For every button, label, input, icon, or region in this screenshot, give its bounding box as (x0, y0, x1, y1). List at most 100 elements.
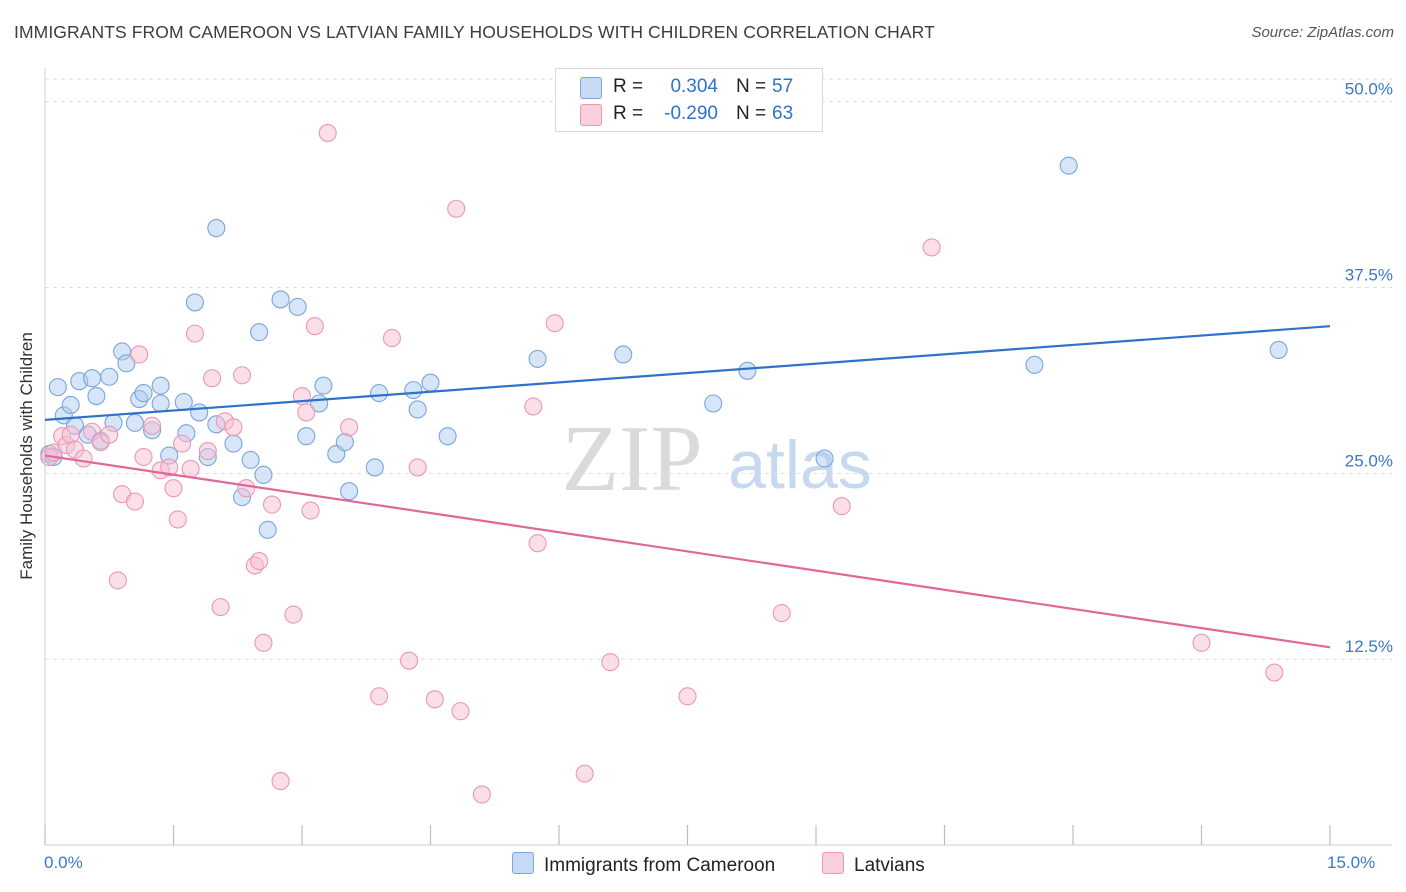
pink-point (472, 785, 491, 804)
pink-swatch (580, 104, 602, 126)
blue-point (207, 219, 226, 238)
y-tick-labels: 12.5% 25.0% 37.5% 50.0% (1345, 80, 1393, 656)
source-label: Source: ZipAtlas.com (1251, 24, 1394, 41)
pink-point (250, 552, 269, 571)
blue-point (190, 403, 209, 422)
legend-item-cameroon: Immigrants from Cameroon (512, 852, 775, 877)
pink-point (232, 366, 252, 385)
pink-point (61, 425, 80, 444)
blue-point (704, 394, 723, 413)
pink-point (545, 314, 564, 333)
watermark-atlas: atlas (728, 427, 872, 503)
n-label: N = (736, 76, 767, 97)
pink-point (451, 702, 470, 721)
trend-lines (44, 325, 1331, 649)
pink-point (271, 772, 290, 791)
pink-point (400, 651, 419, 670)
blue-point (815, 449, 834, 468)
pink-point (224, 418, 243, 437)
pink-point (340, 418, 359, 437)
pink-point (1192, 633, 1211, 652)
pink-point (370, 687, 389, 706)
blue-swatch (580, 77, 602, 99)
pink-point (408, 458, 427, 477)
pink-point (198, 442, 217, 461)
y-tick-label: 37.5% (1345, 266, 1393, 285)
legend-item-latvians: Latvians (822, 852, 925, 877)
pink-point (125, 492, 144, 511)
pink-point (305, 317, 324, 336)
watermark-zip: ZIP (562, 407, 703, 511)
blue-point (185, 293, 204, 312)
blue-point (87, 387, 106, 406)
pink-point (262, 495, 282, 514)
blue-point (288, 297, 307, 316)
blue-point (1025, 355, 1044, 374)
pink-point (181, 459, 200, 478)
blue-point (271, 290, 290, 309)
pink-point (601, 653, 620, 672)
blue-point (48, 378, 67, 397)
pink-point (318, 123, 337, 142)
pink-point (575, 764, 594, 783)
blue-point (1269, 340, 1288, 360)
blue-point (438, 427, 457, 446)
pink-point (143, 416, 162, 435)
legend-row-cameroon: R = 0.304 N = 57 (556, 73, 822, 101)
blue-point (224, 434, 243, 453)
correlation-legend: R = 0.304 N = 57 R = -0.290 N = 63 (555, 68, 823, 132)
blue-point (258, 520, 277, 539)
pink-point (447, 199, 466, 218)
pink-point (203, 369, 222, 388)
blue-point (614, 345, 633, 364)
r-label: R = (613, 76, 644, 97)
pink-point (425, 690, 444, 709)
pink-point (134, 447, 153, 467)
blue-point (370, 384, 389, 403)
pink-point (678, 687, 697, 706)
pink-point (284, 605, 303, 624)
pink-point (100, 425, 119, 444)
pink-point (108, 571, 127, 590)
blue-point (340, 482, 359, 501)
legend-row-latvians: R = -0.290 N = 63 (556, 100, 822, 128)
x-tick-min: 0.0% (44, 853, 83, 872)
blue-point (250, 323, 269, 342)
n-value: 57 (772, 76, 794, 97)
r-value: 0.304 (670, 76, 718, 97)
pink-point (382, 329, 402, 348)
r-value: -0.290 (664, 103, 718, 124)
blue-trend-line (44, 325, 1331, 421)
blue-point (151, 394, 170, 413)
pink-point (74, 449, 93, 468)
legend-label-cameroon: Immigrants from Cameroon (544, 855, 776, 876)
blue-point (404, 381, 423, 400)
n-label: N = (736, 103, 767, 124)
y-tick-label: 50.0% (1345, 80, 1393, 99)
pink-swatch (822, 852, 844, 874)
blue-point (83, 369, 102, 388)
x-tick-max: 15.0% (1327, 853, 1376, 872)
watermark: ZIP atlas (562, 407, 872, 511)
data-points (40, 123, 1288, 804)
pink-point (528, 534, 547, 553)
y-tick-label: 25.0% (1345, 451, 1393, 470)
y-tick-label: 12.5% (1345, 637, 1393, 656)
blue-point (421, 373, 440, 392)
r-label: R = (613, 103, 644, 124)
blue-point (117, 354, 136, 373)
blue-point (254, 465, 273, 484)
pink-point (832, 497, 851, 516)
pink-point (130, 345, 149, 364)
blue-point (738, 361, 757, 380)
blue-point (408, 400, 427, 419)
pink-point (301, 501, 320, 520)
blue-point (61, 395, 80, 415)
pink-point (160, 458, 179, 477)
pink-point (1265, 663, 1284, 682)
chart-title: IMMIGRANTS FROM CAMEROON VS LATVIAN FAMI… (14, 22, 935, 42)
blue-point (297, 427, 316, 446)
pink-point (168, 510, 187, 529)
pink-point (772, 604, 791, 623)
